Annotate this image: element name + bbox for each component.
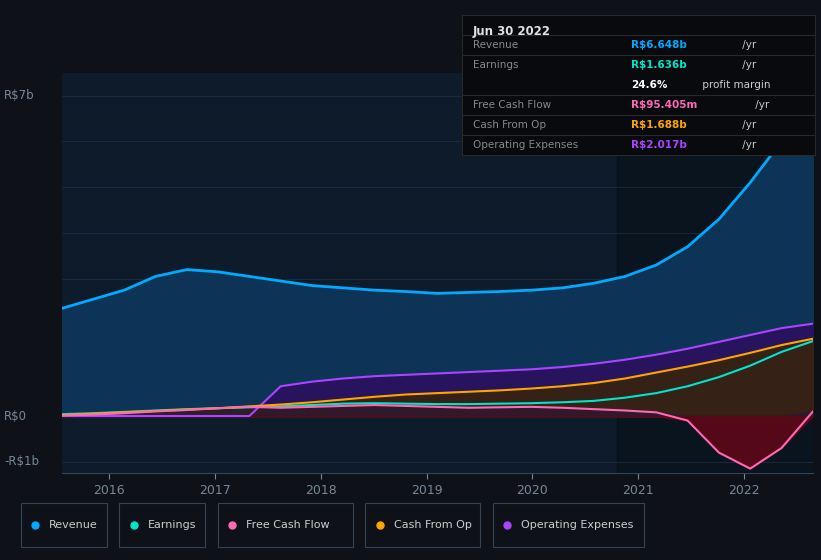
Text: Operating Expenses: Operating Expenses: [521, 520, 634, 530]
Text: R$2.017b: R$2.017b: [631, 140, 687, 150]
Text: Revenue: Revenue: [473, 40, 518, 50]
Text: R$95.405m: R$95.405m: [631, 100, 698, 110]
Text: R$7b: R$7b: [4, 89, 34, 102]
Text: R$1.688b: R$1.688b: [631, 120, 687, 130]
Text: R$1.636b: R$1.636b: [631, 60, 687, 70]
Text: -R$1b: -R$1b: [4, 455, 39, 468]
Text: /yr: /yr: [752, 100, 769, 110]
Text: Cash From Op: Cash From Op: [394, 520, 472, 530]
Text: Operating Expenses: Operating Expenses: [473, 140, 578, 150]
Text: Revenue: Revenue: [49, 520, 98, 530]
Text: R$0: R$0: [4, 409, 27, 422]
Text: /yr: /yr: [739, 40, 756, 50]
Text: R$6.648b: R$6.648b: [631, 40, 687, 50]
Text: Earnings: Earnings: [473, 60, 518, 70]
Text: /yr: /yr: [739, 120, 756, 130]
Bar: [617, 73, 813, 473]
Text: Cash From Op: Cash From Op: [473, 120, 546, 130]
Text: /yr: /yr: [739, 60, 756, 70]
Text: profit margin: profit margin: [699, 80, 770, 90]
Text: Jun 30 2022: Jun 30 2022: [473, 25, 551, 38]
Text: /yr: /yr: [739, 140, 756, 150]
Text: Free Cash Flow: Free Cash Flow: [246, 520, 330, 530]
Text: 24.6%: 24.6%: [631, 80, 667, 90]
Text: Earnings: Earnings: [148, 520, 196, 530]
Text: Free Cash Flow: Free Cash Flow: [473, 100, 551, 110]
